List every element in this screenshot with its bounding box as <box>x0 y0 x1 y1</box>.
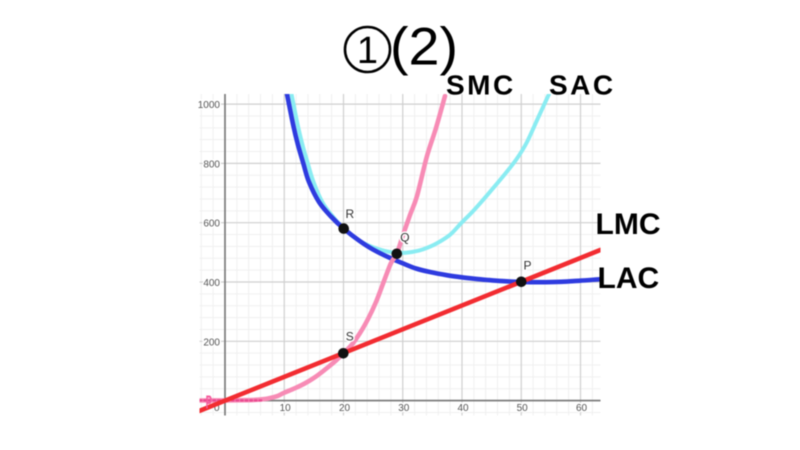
svg-text:Q: Q <box>400 231 409 245</box>
svg-text:P: P <box>206 393 213 413</box>
svg-text:SMC: SMC <box>446 69 516 100</box>
svg-text:LMC: LMC <box>596 208 661 241</box>
svg-text:1: 1 <box>357 30 378 72</box>
svg-text:60: 60 <box>576 403 588 414</box>
svg-text:LAC: LAC <box>598 262 660 295</box>
svg-text:0: 0 <box>214 403 220 414</box>
svg-text:20: 20 <box>339 403 351 414</box>
svg-text:50: 50 <box>517 403 529 414</box>
svg-text:S: S <box>346 330 354 344</box>
svg-text:200: 200 <box>203 337 220 348</box>
svg-text:P: P <box>524 259 532 273</box>
svg-text:800: 800 <box>203 159 220 170</box>
svg-text:40: 40 <box>457 403 469 414</box>
svg-text:400: 400 <box>203 278 220 289</box>
svg-text:(2): (2) <box>390 18 458 77</box>
svg-text:1000: 1000 <box>198 100 221 111</box>
svg-text:600: 600 <box>203 219 220 230</box>
svg-text:SAC: SAC <box>549 69 616 100</box>
svg-text:30: 30 <box>398 403 410 414</box>
svg-text:R: R <box>346 207 355 221</box>
svg-text:10: 10 <box>280 403 292 414</box>
